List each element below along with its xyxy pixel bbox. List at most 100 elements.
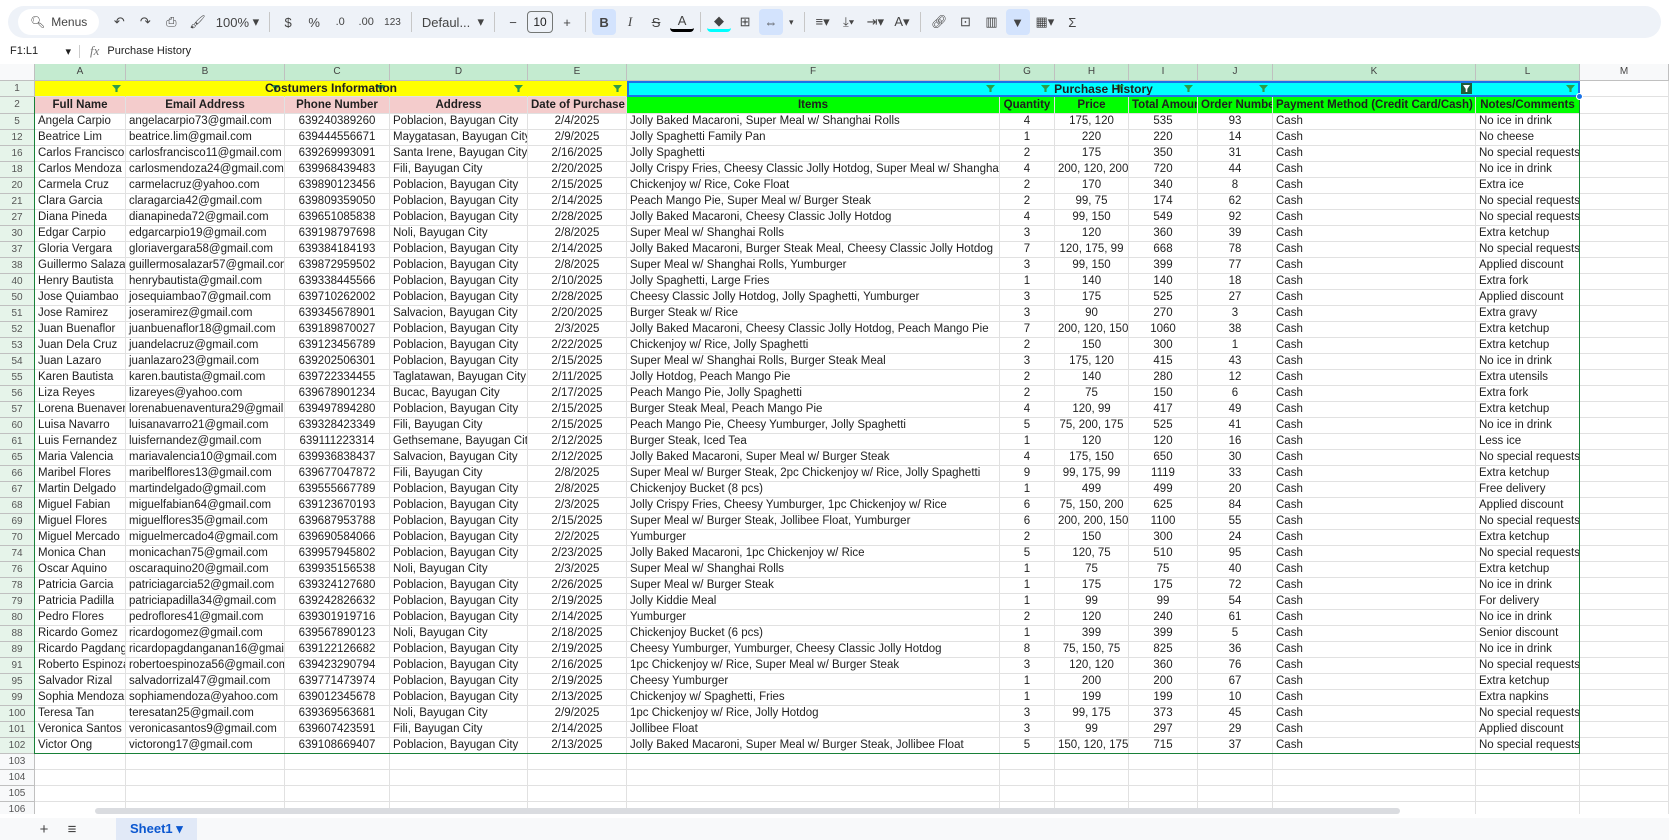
table-cell[interactable]: Applied discount bbox=[1476, 722, 1580, 738]
selection-fill-handle[interactable] bbox=[1576, 93, 1583, 100]
table-cell[interactable]: Cash bbox=[1273, 130, 1476, 146]
row-header-1[interactable]: 1 bbox=[0, 81, 35, 97]
table-cell[interactable]: 2 bbox=[1000, 338, 1055, 354]
table-cell[interactable]: 639345678901 bbox=[285, 306, 390, 322]
table-cell[interactable] bbox=[1580, 498, 1669, 514]
table-cell[interactable]: Peach Mango Pie, Cheesy Yumburger, Jolly… bbox=[627, 418, 1000, 434]
table-cell[interactable]: victorong17@gmail.com bbox=[126, 738, 285, 754]
table-cell[interactable]: 95 bbox=[1198, 546, 1273, 562]
table-cell[interactable]: miguelfabian64@gmail.com bbox=[126, 498, 285, 514]
table-cell[interactable]: Super Meal w/ Shanghai Rolls, Burger Ste… bbox=[627, 354, 1000, 370]
table-cell[interactable]: Poblacion, Bayugan City bbox=[390, 178, 528, 194]
table-cell[interactable] bbox=[1580, 466, 1669, 482]
table-cell[interactable]: 639677047872 bbox=[285, 466, 390, 482]
table-cell[interactable]: Peach Mango Pie, Jolly Spaghetti bbox=[627, 386, 1000, 402]
table-cell[interactable]: Poblacion, Bayugan City bbox=[390, 210, 528, 226]
table-cell[interactable]: Noli, Bayugan City bbox=[390, 226, 528, 242]
table-cell[interactable] bbox=[390, 770, 528, 786]
table-cell[interactable]: 1 bbox=[1000, 130, 1055, 146]
table-cell[interactable]: Poblacion, Bayugan City bbox=[390, 514, 528, 530]
table-cell[interactable]: 525 bbox=[1129, 290, 1198, 306]
table-cell[interactable]: 639122126682 bbox=[285, 642, 390, 658]
table-cell[interactable]: Jose Quiambao bbox=[35, 290, 126, 306]
table-cell[interactable] bbox=[1580, 642, 1669, 658]
table-cell[interactable]: Poblacion, Bayugan City bbox=[390, 546, 528, 562]
table-cell[interactable]: 2/18/2025 bbox=[528, 626, 627, 642]
filter-icon[interactable] bbox=[271, 85, 280, 92]
table-cell[interactable]: 30 bbox=[1198, 450, 1273, 466]
table-cell[interactable]: 415 bbox=[1129, 354, 1198, 370]
table-cell[interactable]: 639567890123 bbox=[285, 626, 390, 642]
table-cell[interactable]: Cash bbox=[1273, 274, 1476, 290]
table-cell[interactable]: 1119 bbox=[1129, 466, 1198, 482]
table-cell[interactable] bbox=[390, 786, 528, 802]
table-cell[interactable]: 1 bbox=[1000, 482, 1055, 498]
table-cell[interactable] bbox=[528, 754, 627, 770]
table-cell[interactable]: Cash bbox=[1273, 610, 1476, 626]
table-cell[interactable]: claragarcia42@gmail.com bbox=[126, 194, 285, 210]
table-cell[interactable]: 2/22/2025 bbox=[528, 338, 627, 354]
table-cell[interactable]: Karen Bautista bbox=[35, 370, 126, 386]
table-cell[interactable]: 93 bbox=[1198, 114, 1273, 130]
table-cell[interactable]: 639189870027 bbox=[285, 322, 390, 338]
table-cell[interactable]: 639423290794 bbox=[285, 658, 390, 674]
print-icon[interactable]: ⎙ bbox=[166, 14, 177, 29]
table-cell[interactable]: 199 bbox=[1055, 690, 1129, 706]
table-cell[interactable]: No special requests bbox=[1476, 658, 1580, 674]
row-header[interactable]: 74 bbox=[0, 546, 35, 562]
table-cell[interactable]: Miguel Mercado bbox=[35, 530, 126, 546]
table-cell[interactable]: 639607423591 bbox=[285, 722, 390, 738]
table-cell[interactable]: Juan Lazaro bbox=[35, 354, 126, 370]
table-cell[interactable]: Chickenjoy w/ Spaghetti, Fries bbox=[627, 690, 1000, 706]
table-cell[interactable]: 75, 150, 200 bbox=[1055, 498, 1129, 514]
table-cell[interactable]: 360 bbox=[1129, 226, 1198, 242]
table-cell[interactable]: Less ice bbox=[1476, 434, 1580, 450]
table-cell[interactable]: 300 bbox=[1129, 338, 1198, 354]
table-cell[interactable]: Salvador Rizal bbox=[35, 674, 126, 690]
table-cell[interactable]: Cash bbox=[1273, 674, 1476, 690]
table-cell[interactable]: Miguel Flores bbox=[35, 514, 126, 530]
table-cell[interactable]: Super Meal w/ Burger Steak, 2pc Chickenj… bbox=[627, 466, 1000, 482]
table-cell[interactable]: Cash bbox=[1273, 450, 1476, 466]
table-cell[interactable] bbox=[1580, 434, 1669, 450]
table-cell[interactable]: Cash bbox=[1273, 418, 1476, 434]
table-cell[interactable]: 2/20/2025 bbox=[528, 162, 627, 178]
table-cell[interactable]: 1pc Chickenjoy w/ Rice, Super Meal w/ Bu… bbox=[627, 658, 1000, 674]
table-cell[interactable]: 3 bbox=[1000, 290, 1055, 306]
table-cell[interactable]: Salvacion, Bayugan City bbox=[390, 450, 528, 466]
filter-icon[interactable] bbox=[1041, 85, 1050, 92]
table-cell[interactable]: patriciapadilla34@gmail.com bbox=[126, 594, 285, 610]
table-cell[interactable]: Jolly Baked Macaroni, 1pc Chickenjoy w/ … bbox=[627, 546, 1000, 562]
table-cell[interactable]: No ice in drink bbox=[1476, 354, 1580, 370]
table-cell[interactable]: Cash bbox=[1273, 386, 1476, 402]
table-cell[interactable]: 2 bbox=[1000, 386, 1055, 402]
decrease-decimal-button[interactable]: .0 bbox=[335, 16, 345, 28]
table-cell[interactable]: josequiambao7@gmail.com bbox=[126, 290, 285, 306]
table-cell[interactable]: Super Meal w/ Shanghai Rolls bbox=[627, 226, 1000, 242]
table-cell[interactable]: 220 bbox=[1055, 130, 1129, 146]
table-cell[interactable]: 3 bbox=[1000, 658, 1055, 674]
table-cell[interactable] bbox=[1580, 546, 1669, 562]
table-cell[interactable]: Chickenjoy w/ Rice, Coke Float bbox=[627, 178, 1000, 194]
table-cell[interactable]: 12 bbox=[1198, 370, 1273, 386]
table-cell[interactable]: Extra ice bbox=[1476, 178, 1580, 194]
table-cell[interactable]: 720 bbox=[1129, 162, 1198, 178]
table-cell[interactable]: 3 bbox=[1000, 354, 1055, 370]
table-cell[interactable]: 29 bbox=[1198, 722, 1273, 738]
table-cell[interactable]: 33 bbox=[1198, 466, 1273, 482]
table-cell[interactable] bbox=[1580, 722, 1669, 738]
table-cell[interactable]: 639240389260 bbox=[285, 114, 390, 130]
table-cell[interactable]: 4 bbox=[1000, 450, 1055, 466]
table-cell[interactable]: Cash bbox=[1273, 498, 1476, 514]
table-cell[interactable]: maribelflores13@gmail.com bbox=[126, 466, 285, 482]
horizontal-align-icon[interactable]: ≡▾ bbox=[815, 14, 830, 29]
table-cell[interactable]: Poblacion, Bayugan City bbox=[390, 674, 528, 690]
table-cell[interactable]: martindelgado@gmail.com bbox=[126, 482, 285, 498]
table-cell[interactable]: 2/23/2025 bbox=[528, 546, 627, 562]
table-cell[interactable]: No cheese bbox=[1476, 130, 1580, 146]
table-cell[interactable]: 399 bbox=[1129, 626, 1198, 642]
table-cell[interactable]: 199 bbox=[1129, 690, 1198, 706]
table-cell[interactable]: Burger Steak w/ Rice bbox=[627, 306, 1000, 322]
table-cell[interactable]: Noli, Bayugan City bbox=[390, 562, 528, 578]
table-cell[interactable] bbox=[1580, 450, 1669, 466]
